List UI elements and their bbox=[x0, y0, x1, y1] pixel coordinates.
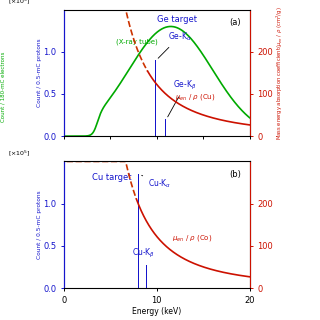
Text: (X-ray tube): (X-ray tube) bbox=[116, 39, 158, 45]
Bar bbox=[165, 119, 166, 136]
Bar bbox=[155, 60, 156, 136]
Bar bbox=[146, 265, 147, 288]
Text: Cu target: Cu target bbox=[92, 173, 131, 182]
Text: Count / 180-mC electrons: Count / 180-mC electrons bbox=[1, 51, 6, 122]
Text: $[\times10^5]$: $[\times10^5]$ bbox=[8, 0, 31, 6]
Bar bbox=[138, 174, 139, 288]
Y-axis label: Count / 0.5-mC protons: Count / 0.5-mC protons bbox=[37, 190, 42, 259]
Text: Cu-K$_{\alpha}$: Cu-K$_{\alpha}$ bbox=[142, 175, 172, 190]
Text: Ge-K$_{\beta}$: Ge-K$_{\beta}$ bbox=[168, 79, 197, 117]
Text: $\mu_{en}$ / $\rho$ (Cu): $\mu_{en}$ / $\rho$ (Cu) bbox=[175, 92, 216, 102]
Text: (a): (a) bbox=[229, 18, 241, 27]
Text: Ge-K$_{\alpha}$: Ge-K$_{\alpha}$ bbox=[158, 30, 192, 58]
Text: $\mu_{en}$ / $\rho$ (Co): $\mu_{en}$ / $\rho$ (Co) bbox=[172, 233, 212, 244]
Text: $[\times10^5]$: $[\times10^5]$ bbox=[8, 148, 31, 158]
Text: Cu-K$_{\beta}$: Cu-K$_{\beta}$ bbox=[132, 247, 156, 260]
Text: Ge target: Ge target bbox=[157, 15, 197, 24]
Text: (b): (b) bbox=[229, 170, 241, 179]
X-axis label: Energy (keV): Energy (keV) bbox=[132, 308, 181, 316]
Y-axis label: Mass energy absorption coefficient($\mu_{en}$ / $\rho$ (cm$^2$/g): Mass energy absorption coefficient($\mu_… bbox=[274, 6, 285, 140]
Y-axis label: Count / 0.5-mC protons: Count / 0.5-mC protons bbox=[37, 39, 42, 107]
